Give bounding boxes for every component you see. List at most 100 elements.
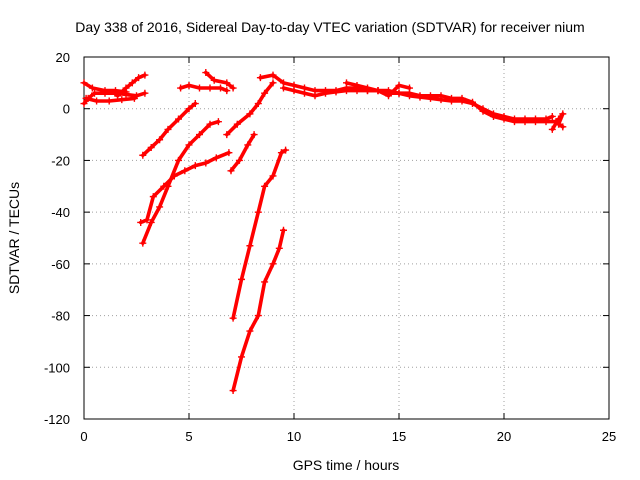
series-layer	[80, 69, 567, 395]
data-point-marker	[395, 89, 403, 97]
data-point-marker	[191, 162, 199, 170]
data-point-marker	[254, 100, 262, 108]
data-point-marker	[139, 151, 147, 159]
chart-title: Day 338 of 2016, Sidereal Day-to-day VTE…	[75, 19, 584, 35]
data-point-marker	[254, 312, 262, 320]
data-point-marker	[118, 96, 126, 104]
series-arc-14	[256, 71, 556, 123]
data-point-marker	[261, 278, 269, 286]
data-point-marker	[229, 84, 237, 92]
series-arc-12	[229, 146, 290, 322]
data-point-marker	[353, 81, 361, 89]
data-point-marker	[559, 110, 567, 118]
data-point-marker	[206, 120, 214, 128]
data-point-marker	[290, 87, 298, 95]
data-point-marker	[175, 115, 182, 123]
data-point-marker	[555, 120, 563, 128]
data-point-marker	[233, 120, 241, 128]
series-line	[204, 70, 235, 90]
data-point-marker	[160, 182, 168, 190]
data-point-marker	[332, 88, 340, 96]
data-point-marker	[416, 92, 424, 100]
series-arc-10	[223, 79, 277, 139]
data-point-marker	[156, 203, 164, 211]
series-line	[138, 150, 231, 225]
grid-lines	[84, 57, 609, 419]
data-point-marker	[542, 118, 550, 126]
data-point-marker	[275, 244, 283, 252]
data-point-marker	[82, 94, 90, 102]
data-point-marker	[147, 218, 155, 226]
data-point-marker	[500, 115, 508, 123]
data-point-marker	[141, 71, 149, 79]
data-point-marker	[374, 87, 382, 95]
data-point-marker	[246, 242, 254, 250]
data-point-marker	[122, 84, 130, 92]
data-point-marker	[238, 275, 245, 283]
series-line	[231, 228, 286, 393]
data-point-marker	[511, 118, 518, 126]
x-tick-label: 0	[80, 429, 87, 444]
y-tick-label: -80	[51, 309, 70, 324]
series-arc-4	[114, 71, 149, 100]
series-arc-3	[82, 94, 138, 105]
data-point-marker	[261, 89, 269, 97]
data-point-marker	[246, 110, 254, 118]
data-point-marker	[210, 76, 218, 84]
data-point-marker	[164, 125, 172, 133]
plot-frame	[83, 56, 610, 420]
data-point-marker	[548, 125, 556, 133]
data-point-marker	[280, 84, 287, 92]
data-point-marker	[364, 84, 371, 92]
series-arc-17	[548, 110, 567, 133]
data-point-marker	[229, 314, 237, 322]
data-point-marker	[256, 74, 264, 82]
data-point-marker	[427, 92, 434, 100]
data-point-marker	[343, 87, 350, 95]
data-point-marker	[112, 87, 119, 95]
data-point-marker	[229, 387, 237, 395]
data-point-marker	[227, 167, 235, 175]
data-point-marker	[322, 89, 329, 97]
data-point-marker	[244, 141, 252, 149]
data-point-marker	[225, 149, 233, 157]
data-point-marker	[437, 92, 445, 100]
data-point-marker	[280, 226, 287, 234]
x-tick-label: 15	[392, 429, 406, 444]
data-point-marker	[479, 107, 487, 115]
data-point-marker	[223, 87, 231, 95]
y-tick-label: -60	[51, 257, 70, 272]
series-line	[229, 132, 256, 173]
data-point-marker	[181, 167, 189, 175]
y-tick-label: -20	[51, 153, 70, 168]
y-tick-label: -100	[44, 360, 70, 375]
series-arc-5	[177, 81, 231, 95]
data-point-marker	[114, 92, 122, 100]
data-point-marker	[156, 136, 164, 144]
data-point-marker	[254, 208, 262, 216]
data-point-marker	[212, 154, 220, 162]
data-point-marker	[185, 141, 193, 149]
data-point-marker	[128, 79, 136, 87]
x-tick-label: 25	[602, 429, 616, 444]
data-point-marker	[88, 84, 96, 92]
data-point-marker	[147, 144, 155, 151]
data-point-marker	[269, 71, 277, 79]
data-point-marker	[196, 131, 203, 139]
data-point-marker	[130, 94, 138, 102]
data-point-marker	[261, 182, 269, 190]
data-point-marker	[269, 79, 277, 87]
series-arc-13	[229, 226, 287, 395]
data-point-marker	[170, 172, 178, 180]
data-point-marker	[343, 79, 350, 87]
x-tick-label: 20	[497, 429, 511, 444]
data-point-marker	[458, 94, 466, 102]
data-point-marker	[246, 327, 254, 335]
data-point-marker	[532, 118, 539, 126]
data-point-marker	[196, 84, 203, 92]
data-point-marker	[177, 84, 185, 92]
data-point-marker	[101, 87, 109, 95]
data-point-marker	[385, 92, 392, 100]
data-point-marker	[175, 156, 182, 164]
data-point-marker	[250, 131, 258, 139]
